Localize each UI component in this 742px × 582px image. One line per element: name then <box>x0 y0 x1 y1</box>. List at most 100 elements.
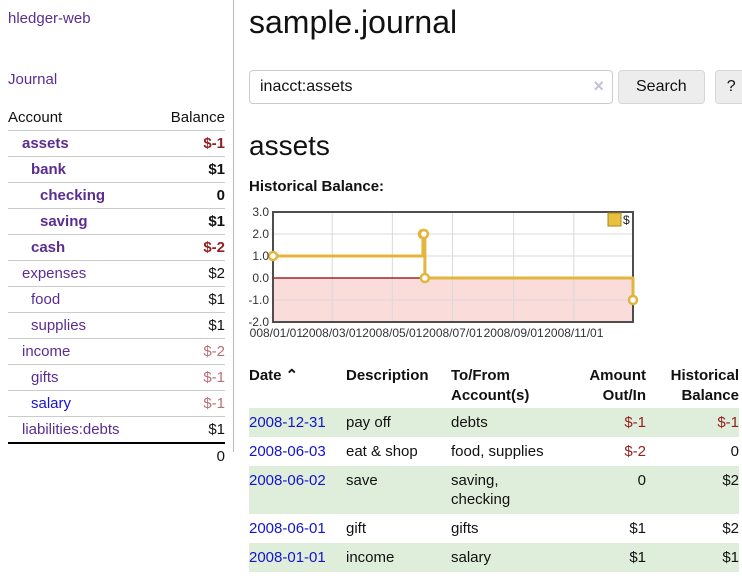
chart-title: Historical Balance: <box>249 178 385 195</box>
search-wrap: × <box>249 70 613 104</box>
account-balance: 0 <box>154 182 225 209</box>
account-link[interactable]: assets <box>22 135 69 152</box>
register-accounts: food, supplies <box>451 443 544 460</box>
sidebar-item-journal[interactable]: Journal <box>8 71 58 88</box>
account-row: salary $-1 <box>8 390 225 417</box>
search-button[interactable]: Search <box>618 70 705 104</box>
account-link[interactable]: food <box>31 291 61 308</box>
svg-text:0.0: 0.0 <box>252 271 269 285</box>
register-description: income <box>346 549 395 566</box>
account-link[interactable]: salary <box>31 395 72 412</box>
register-header-amount: Amount Out/In <box>589 367 646 404</box>
account-link[interactable]: gifts <box>31 369 59 386</box>
register-description: pay off <box>346 414 391 431</box>
search-form: × Search ? <box>249 70 742 104</box>
chart-svg: $3.0 2.0 1.0 0.0 -1.0 -2.02008/01/012008/03/0… <box>243 205 639 340</box>
sort-ascending-icon: ⌃ <box>285 367 299 384</box>
accounts-total-row: 0 <box>8 442 225 469</box>
account-balance: $-1 <box>154 130 225 157</box>
account-balance: $2 <box>154 260 225 287</box>
search-input[interactable] <box>249 70 613 104</box>
register-amount: $1 <box>629 520 646 537</box>
account-row: expenses $2 <box>8 260 225 287</box>
account-balance: $1 <box>208 421 225 438</box>
account-heading: assets <box>249 130 330 161</box>
account-balance: $1 <box>154 312 225 339</box>
accounts-total-balance: 0 <box>154 442 225 469</box>
svg-text:2008/11/01: 2008/11/01 <box>544 326 603 340</box>
svg-text:2.0: 2.0 <box>252 227 269 241</box>
help-button[interactable]: ? <box>714 70 742 104</box>
register-header-date[interactable]: Date ⌃ <box>249 367 299 384</box>
register-balance: $2 <box>722 520 739 537</box>
register-date-link[interactable]: 2008-06-03 <box>249 443 326 460</box>
account-row: liabilities:debts $1 <box>8 417 225 444</box>
register-amount: $-2 <box>624 443 646 460</box>
register-row: 2008-06-01 gift gifts $1 $2 <box>249 514 739 543</box>
svg-text:2008/01/01: 2008/01/01 <box>249 326 303 340</box>
register-date-link[interactable]: 2008-12-31 <box>249 414 326 431</box>
account-row: saving $1 <box>8 208 225 235</box>
svg-text:2008/07/01: 2008/07/01 <box>422 326 482 340</box>
account-link[interactable]: income <box>22 343 71 360</box>
account-balance: $1 <box>154 156 225 183</box>
register-accounts: gifts <box>451 520 479 537</box>
register-header-description: Description <box>346 367 429 384</box>
account-balance: $-2 <box>154 234 225 261</box>
account-link[interactable]: bank <box>31 161 67 178</box>
account-balance: $1 <box>154 208 225 235</box>
svg-text:2008/03/01: 2008/03/01 <box>302 326 362 340</box>
account-link[interactable]: checking <box>40 187 106 204</box>
sidebar: hledger-web Journal Account Balance asse… <box>0 0 234 469</box>
register-balance: 0 <box>730 443 739 460</box>
register-accounts: saving, checking <box>451 472 511 508</box>
account-row: food $1 <box>8 286 225 313</box>
register-amount: $-1 <box>624 414 646 431</box>
svg-text:-2.0: -2.0 <box>249 315 269 329</box>
brand-link[interactable]: hledger-web <box>8 10 91 27</box>
register-description: eat & shop <box>346 443 418 460</box>
register-balance: $2 <box>722 472 739 489</box>
account-balance: $-2 <box>154 338 225 365</box>
account-link[interactable]: supplies <box>31 317 87 334</box>
register-header-row: Date ⌃ Description To/From Account(s) Amo… <box>249 364 739 408</box>
account-row: gifts $-1 <box>8 364 225 391</box>
register-accounts: salary <box>451 549 492 566</box>
account-row: assets $-1 <box>8 130 225 157</box>
clear-search-icon[interactable]: × <box>593 76 604 96</box>
svg-text:2008/09/01: 2008/09/01 <box>484 326 544 340</box>
register-header-balance: Historical Balance <box>670 367 739 404</box>
register-description: save <box>346 472 378 489</box>
register-row: 2008-06-02 save saving, checking 0 $2 <box>249 466 739 514</box>
register-row: 2008-01-01 income salary $1 $1 <box>249 543 739 572</box>
svg-text:2008/05/01: 2008/05/01 <box>362 326 422 340</box>
account-balance: $-1 <box>154 364 225 391</box>
svg-text:$: $ <box>623 213 630 227</box>
register-date-link[interactable]: 2008-06-01 <box>249 520 326 537</box>
main-content: sample.journal × Search ? assets Histori… <box>234 0 742 572</box>
account-link[interactable]: saving <box>40 213 88 230</box>
accounts-header-account: Account <box>8 106 155 131</box>
page-title: sample.journal <box>249 4 458 40</box>
account-balance: $-1 <box>154 390 225 417</box>
register-date-link[interactable]: 2008-06-02 <box>249 472 326 489</box>
register-date-link[interactable]: 2008-01-01 <box>249 549 326 566</box>
account-link[interactable]: liabilities:debts <box>22 421 120 438</box>
register-row: 2008-12-31 pay off debts $-1 $-1 <box>249 408 739 437</box>
account-row: cash $-2 <box>8 234 225 261</box>
register-accounts: debts <box>451 414 488 431</box>
accounts-header-balance: Balance <box>154 106 225 131</box>
svg-text:1.0: 1.0 <box>252 249 269 263</box>
register-description: gift <box>346 520 367 537</box>
account-link[interactable]: expenses <box>22 265 87 282</box>
svg-text:3.0: 3.0 <box>252 205 269 219</box>
register-row: 2008-06-03 eat & shop food, supplies $-2 0 <box>249 437 739 466</box>
app-brand: hledger-web <box>8 10 225 27</box>
account-link[interactable]: cash <box>31 239 66 256</box>
historical-balance-chart: $3.0 2.0 1.0 0.0 -1.0 -2.02008/01/012008/03/0… <box>243 200 742 350</box>
account-row: supplies $1 <box>8 312 225 339</box>
account-balance: $1 <box>154 286 225 313</box>
register-balance: $1 <box>722 549 739 566</box>
register-amount: $1 <box>629 549 646 566</box>
